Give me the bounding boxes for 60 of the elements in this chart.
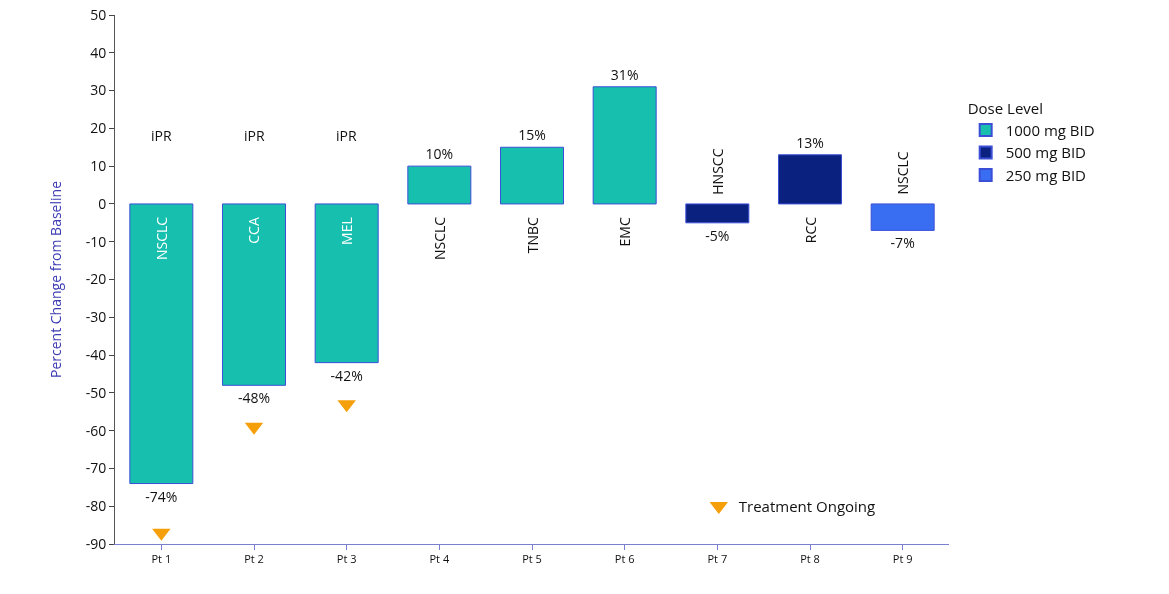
- x-tick-label: Pt 3: [336, 551, 357, 567]
- legend-label: 250 mg BID: [1005, 164, 1087, 185]
- y-axis-title: Percent Change from Baseline: [46, 180, 66, 378]
- y-tick-label: -60: [85, 420, 107, 440]
- legend-label: 1000 mg BID: [1005, 119, 1095, 140]
- data-label: 31%: [610, 64, 639, 84]
- y-tick-label: -50: [85, 382, 107, 402]
- y-tick-label: -90: [85, 533, 107, 553]
- y-tick-label: -30: [85, 307, 107, 327]
- data-label: -5%: [705, 225, 730, 245]
- data-label: 13%: [796, 132, 824, 152]
- bar: [870, 203, 935, 231]
- bar: [221, 203, 287, 386]
- bar: [314, 203, 379, 364]
- bar: [129, 203, 194, 485]
- y-tick-label: -40: [85, 344, 107, 364]
- data-label: 10%: [425, 144, 454, 164]
- y-tick-label: 40: [90, 42, 107, 62]
- bar: [592, 86, 657, 205]
- x-tick-label: Pt 9: [892, 551, 913, 567]
- x-tick-label: Pt 6: [614, 551, 635, 567]
- annotation: NSCLC: [151, 216, 171, 261]
- y-tick-label: 10: [90, 156, 107, 176]
- y-tick-label: 20: [90, 118, 107, 138]
- x-tick-label: Pt 8: [800, 551, 820, 567]
- data-label: 15%: [518, 125, 546, 145]
- annotation: iPR: [244, 126, 265, 145]
- bar: [499, 146, 565, 205]
- data-label: -7%: [890, 233, 915, 253]
- x-tick-label: Pt 7: [707, 551, 728, 567]
- annotation: iPR: [336, 126, 357, 145]
- annotation: MEL: [337, 217, 357, 245]
- data-label: -48%: [237, 388, 271, 408]
- x-tick-label: Pt 1: [151, 551, 172, 567]
- data-label: -42%: [330, 365, 363, 385]
- y-tick-label: -10: [85, 231, 107, 251]
- y-tick-label: 0: [98, 193, 107, 213]
- legend-title: Dose Level: [967, 97, 1044, 118]
- annotation: RCC: [800, 216, 820, 244]
- bar: [777, 154, 843, 205]
- annotation: TNBC: [522, 216, 542, 254]
- data-label: -74%: [145, 486, 178, 506]
- annotation: NSCLC: [892, 151, 912, 195]
- annotation: HNSCC: [707, 148, 727, 195]
- annotation: CCA: [244, 217, 264, 244]
- annotation: EMC: [614, 217, 634, 247]
- annotation: iPR: [151, 126, 172, 145]
- annotation: NSCLC: [429, 216, 449, 261]
- x-tick-label: Pt 4: [429, 551, 450, 567]
- y-tick-label: -70: [85, 458, 107, 478]
- y-tick-label: 30: [90, 80, 107, 100]
- y-tick-label: -80: [85, 496, 107, 516]
- x-tick-label: Pt 2: [244, 551, 264, 567]
- legend-label: 500 mg BID: [1005, 142, 1087, 163]
- y-tick-label: -20: [85, 269, 107, 289]
- x-tick-label: Pt 5: [522, 551, 542, 567]
- legend-label: Treatment Ongoing: [738, 495, 876, 516]
- y-tick-label: 50: [90, 4, 107, 24]
- bar: [407, 165, 472, 205]
- bar: [685, 203, 750, 224]
